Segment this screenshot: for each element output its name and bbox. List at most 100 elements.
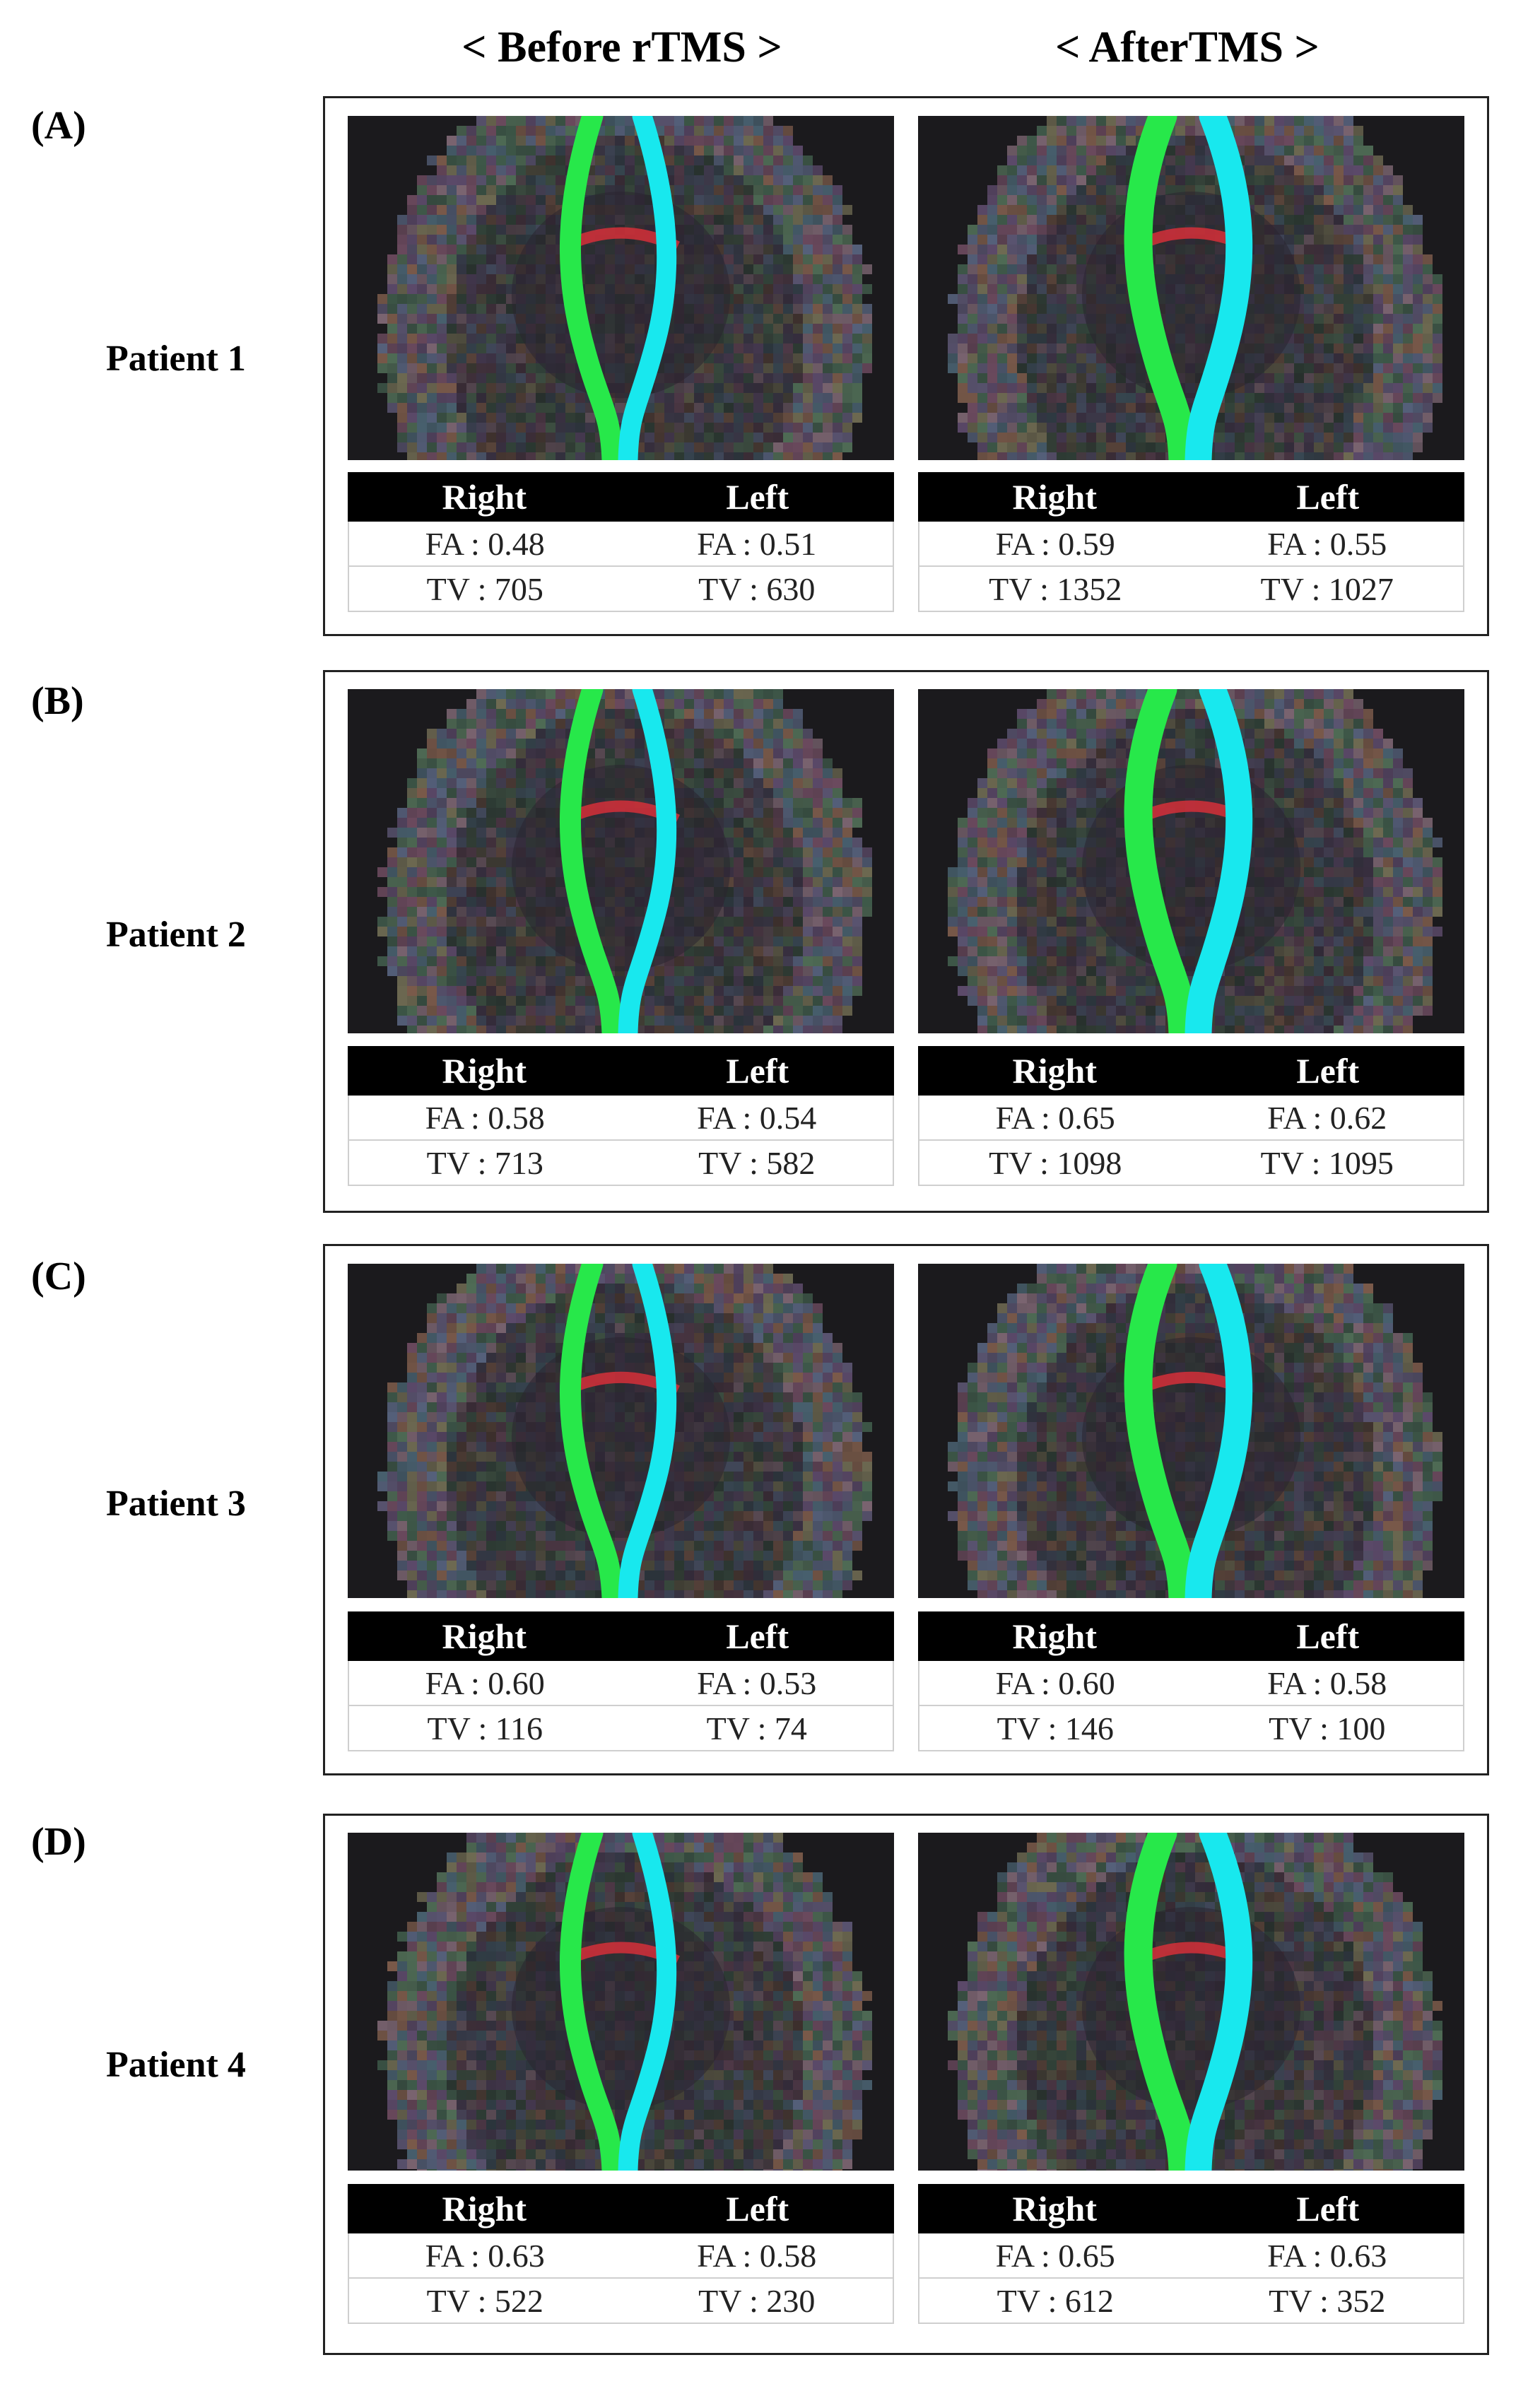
header-right: Right — [1012, 477, 1097, 517]
panel-letter-d: (D) — [31, 1820, 86, 1864]
metrics-table-header: Right Left — [918, 1611, 1464, 1661]
metrics-table-patient3-before: Right Left FA : 0.60 FA : 0.53 TV : 116 TV … — [348, 1611, 894, 1751]
scan-graphic — [377, 689, 872, 1033]
right-fa-value: FA : 0.59 — [995, 526, 1115, 562]
metrics-table-patient1-after: Right Left FA : 0.59 FA : 0.55 TV : 1352 TV… — [918, 472, 1464, 612]
left-tv-value: TV : 582 — [698, 1145, 816, 1181]
left-tv-value: TV : 1027 — [1260, 571, 1394, 607]
fa-row: FA : 0.48 FA : 0.51 — [348, 522, 894, 567]
right-fa-value: FA : 0.65 — [995, 2238, 1115, 2274]
scan-image-patient3-after — [918, 1264, 1464, 1598]
panel-letter-b: (B) — [31, 679, 84, 723]
left-tv-value: TV : 74 — [706, 1710, 807, 1746]
tv-row: TV : 705 TV : 630 — [348, 567, 894, 612]
scan-graphic — [377, 1264, 872, 1598]
tv-row: TV : 146 TV : 100 — [918, 1706, 1464, 1751]
header-right: Right — [442, 2189, 527, 2229]
left-tv-value: TV : 100 — [1269, 1710, 1386, 1746]
header-left: Left — [726, 477, 789, 517]
scan-image-patient4-after — [918, 1833, 1464, 2171]
fa-row: FA : 0.65 FA : 0.63 — [918, 2233, 1464, 2279]
right-tv-value: TV : 705 — [426, 571, 543, 607]
left-fa-value: FA : 0.62 — [1267, 1100, 1387, 1136]
right-fa-value: FA : 0.63 — [425, 2238, 545, 2274]
header-right: Right — [1012, 2189, 1097, 2229]
right-fa-value: FA : 0.58 — [425, 1100, 545, 1136]
right-fa-value: FA : 0.65 — [995, 1100, 1115, 1136]
scan-image-patient2-before — [348, 689, 894, 1033]
column-header-before: < Before rTMS > — [462, 23, 782, 71]
right-tv-value: TV : 1352 — [989, 571, 1122, 607]
metrics-table-patient2-before: Right Left FA : 0.58 FA : 0.54 TV : 713 TV … — [348, 1046, 894, 1186]
right-fa-value: FA : 0.60 — [425, 1665, 545, 1701]
tv-row: TV : 522 TV : 230 — [348, 2279, 894, 2324]
column-header-after: < AfterTMS > — [1055, 23, 1319, 71]
header-left: Left — [726, 1616, 789, 1656]
header-left: Left — [1296, 477, 1360, 517]
scan-image-patient1-after — [918, 116, 1464, 460]
left-fa-value: FA : 0.53 — [697, 1665, 817, 1701]
header-right: Right — [1012, 1051, 1097, 1091]
right-tv-value: TV : 612 — [997, 2283, 1114, 2319]
left-tv-value: TV : 630 — [698, 571, 816, 607]
metrics-table-patient2-after: Right Left FA : 0.65 FA : 0.62 TV : 1098 TV… — [918, 1046, 1464, 1186]
patient-label-1: Patient 1 — [106, 339, 246, 379]
fa-row: FA : 0.58 FA : 0.54 — [348, 1096, 894, 1141]
header-left: Left — [1296, 1051, 1360, 1091]
patient-label-3: Patient 3 — [106, 1484, 246, 1524]
fa-row: FA : 0.63 FA : 0.58 — [348, 2233, 894, 2279]
tv-row: TV : 116 TV : 74 — [348, 1706, 894, 1751]
right-tv-value: TV : 116 — [427, 1710, 543, 1746]
scan-graphic — [377, 1833, 872, 2171]
panel-letter-a: (A) — [31, 104, 86, 148]
metrics-table-header: Right Left — [348, 1611, 894, 1661]
tv-row: TV : 713 TV : 582 — [348, 1141, 894, 1186]
metrics-table-header: Right Left — [918, 472, 1464, 522]
left-tv-value: TV : 230 — [698, 2283, 816, 2319]
metrics-table-patient4-after: Right Left FA : 0.65 FA : 0.63 TV : 612 TV … — [918, 2184, 1464, 2324]
header-left: Left — [726, 2189, 789, 2229]
left-fa-value: FA : 0.54 — [697, 1100, 817, 1136]
metrics-table-patient1-before: Right Left FA : 0.48 FA : 0.51 TV : 705 TV … — [348, 472, 894, 612]
fa-row: FA : 0.60 FA : 0.58 — [918, 1661, 1464, 1706]
patient-label-4: Patient 4 — [106, 2045, 246, 2085]
left-fa-value: FA : 0.55 — [1267, 526, 1387, 562]
left-fa-value: FA : 0.58 — [1267, 1665, 1387, 1701]
right-tv-value: TV : 522 — [426, 2283, 543, 2319]
fa-row: FA : 0.59 FA : 0.55 — [918, 522, 1464, 567]
scan-graphic — [948, 116, 1442, 460]
right-fa-value: FA : 0.60 — [995, 1665, 1115, 1701]
left-tv-value: TV : 352 — [1269, 2283, 1386, 2319]
header-left: Left — [726, 1051, 789, 1091]
metrics-table-header: Right Left — [348, 2184, 894, 2233]
metrics-table-patient3-after: Right Left FA : 0.60 FA : 0.58 TV : 146 TV … — [918, 1611, 1464, 1751]
scan-graphic — [948, 689, 1442, 1033]
header-right: Right — [442, 1616, 527, 1656]
metrics-table-header: Right Left — [918, 2184, 1464, 2233]
header-right: Right — [442, 477, 527, 517]
right-fa-value: FA : 0.48 — [425, 526, 545, 562]
scan-image-patient3-before — [348, 1264, 894, 1598]
left-tv-value: TV : 1095 — [1260, 1145, 1394, 1181]
scan-image-patient4-before — [348, 1833, 894, 2171]
metrics-table-header: Right Left — [348, 1046, 894, 1096]
scan-image-patient1-before — [348, 116, 894, 460]
left-fa-value: FA : 0.58 — [697, 2238, 817, 2274]
header-right: Right — [1012, 1616, 1097, 1656]
right-tv-value: TV : 146 — [997, 1710, 1114, 1746]
left-fa-value: FA : 0.63 — [1267, 2238, 1387, 2274]
scan-graphic — [948, 1264, 1442, 1598]
metrics-table-patient4-before: Right Left FA : 0.63 FA : 0.58 TV : 522 TV … — [348, 2184, 894, 2324]
patient-label-2: Patient 2 — [106, 915, 246, 955]
tv-row: TV : 612 TV : 352 — [918, 2279, 1464, 2324]
right-tv-value: TV : 713 — [426, 1145, 543, 1181]
tv-row: TV : 1352 TV : 1027 — [918, 567, 1464, 612]
scan-graphic — [948, 1833, 1442, 2171]
scan-graphic — [377, 116, 872, 460]
fa-row: FA : 0.65 FA : 0.62 — [918, 1096, 1464, 1141]
panel-letter-c: (C) — [31, 1255, 86, 1298]
scan-image-patient2-after — [918, 689, 1464, 1033]
header-right: Right — [442, 1051, 527, 1091]
metrics-table-header: Right Left — [348, 472, 894, 522]
left-fa-value: FA : 0.51 — [697, 526, 817, 562]
